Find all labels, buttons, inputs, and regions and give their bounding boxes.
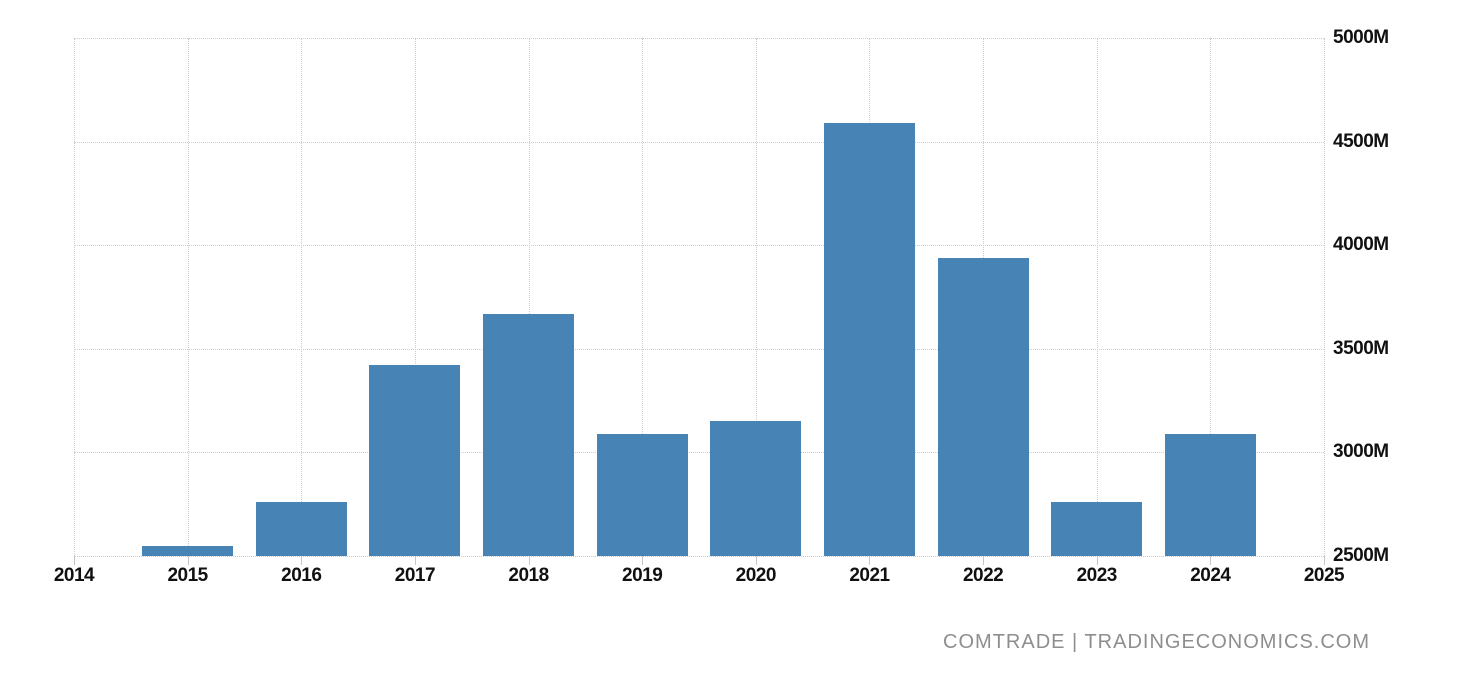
x-axis-label: 2023 xyxy=(1076,565,1118,586)
x-axis-tick xyxy=(869,556,871,565)
bar-2015[interactable] xyxy=(142,545,234,556)
v-gridline xyxy=(74,38,75,556)
x-axis-label: 2017 xyxy=(394,565,436,586)
bar-2016[interactable] xyxy=(255,502,347,556)
bar-2024[interactable] xyxy=(1164,433,1256,556)
v-gridline xyxy=(187,38,189,556)
v-gridline xyxy=(1096,38,1098,556)
bar-2018[interactable] xyxy=(483,313,575,556)
y-axis-label: 4000M xyxy=(1333,234,1389,256)
y-axis-label: 3000M xyxy=(1333,441,1389,463)
bar-2023[interactable] xyxy=(1051,502,1143,556)
v-gridline xyxy=(642,38,644,556)
v-gridline xyxy=(301,38,303,556)
x-axis-label: 2022 xyxy=(962,565,1004,586)
h-gridline xyxy=(74,348,1324,350)
h-gridline xyxy=(74,141,1324,143)
v-gridline xyxy=(755,38,757,556)
x-axis-tick xyxy=(1210,556,1212,565)
h-gridline xyxy=(74,452,1324,454)
watermark-attribution: COMTRADE | TRADINGECONOMICS.COM xyxy=(943,631,1370,653)
v-gridline xyxy=(1324,38,1325,556)
x-axis-label: 2016 xyxy=(281,565,322,586)
x-axis-label: 2025 xyxy=(1303,565,1345,586)
bar-2021[interactable] xyxy=(823,122,915,556)
x-axis-label: 2015 xyxy=(167,565,208,586)
x-axis-label: 2020 xyxy=(735,565,777,586)
bar-2017[interactable] xyxy=(369,365,461,556)
x-axis-tick xyxy=(187,556,189,565)
h-gridline xyxy=(74,556,1324,557)
v-gridline xyxy=(528,38,530,556)
v-gridline xyxy=(1210,38,1212,556)
h-gridline xyxy=(74,245,1324,247)
y-axis-label: 4500M xyxy=(1333,130,1389,152)
x-axis-tick xyxy=(642,556,644,565)
plot-area xyxy=(74,38,1325,557)
x-axis-tick xyxy=(301,556,303,565)
x-axis-tick xyxy=(983,556,985,565)
x-axis-label: 2021 xyxy=(849,565,890,586)
x-axis-label: 2018 xyxy=(508,565,549,586)
x-axis-tick xyxy=(414,556,416,565)
h-gridline xyxy=(74,38,1324,39)
bar-2020[interactable] xyxy=(710,421,802,556)
y-axis-label: 2500M xyxy=(1333,545,1389,566)
y-axis-label: 5000M xyxy=(1333,27,1389,48)
bar-2019[interactable] xyxy=(596,433,688,556)
x-axis-label: 2014 xyxy=(53,565,95,586)
x-axis-label: 2019 xyxy=(622,565,663,586)
x-axis-tick xyxy=(528,556,530,565)
x-axis-tick xyxy=(755,556,757,565)
y-axis-label: 3500M xyxy=(1333,337,1389,359)
x-axis-tick xyxy=(1096,556,1098,565)
v-gridline xyxy=(414,38,416,556)
bar-2022[interactable] xyxy=(937,257,1029,556)
x-axis-tick xyxy=(1324,556,1325,565)
x-axis-label: 2024 xyxy=(1190,565,1231,586)
x-axis-tick xyxy=(74,556,75,565)
